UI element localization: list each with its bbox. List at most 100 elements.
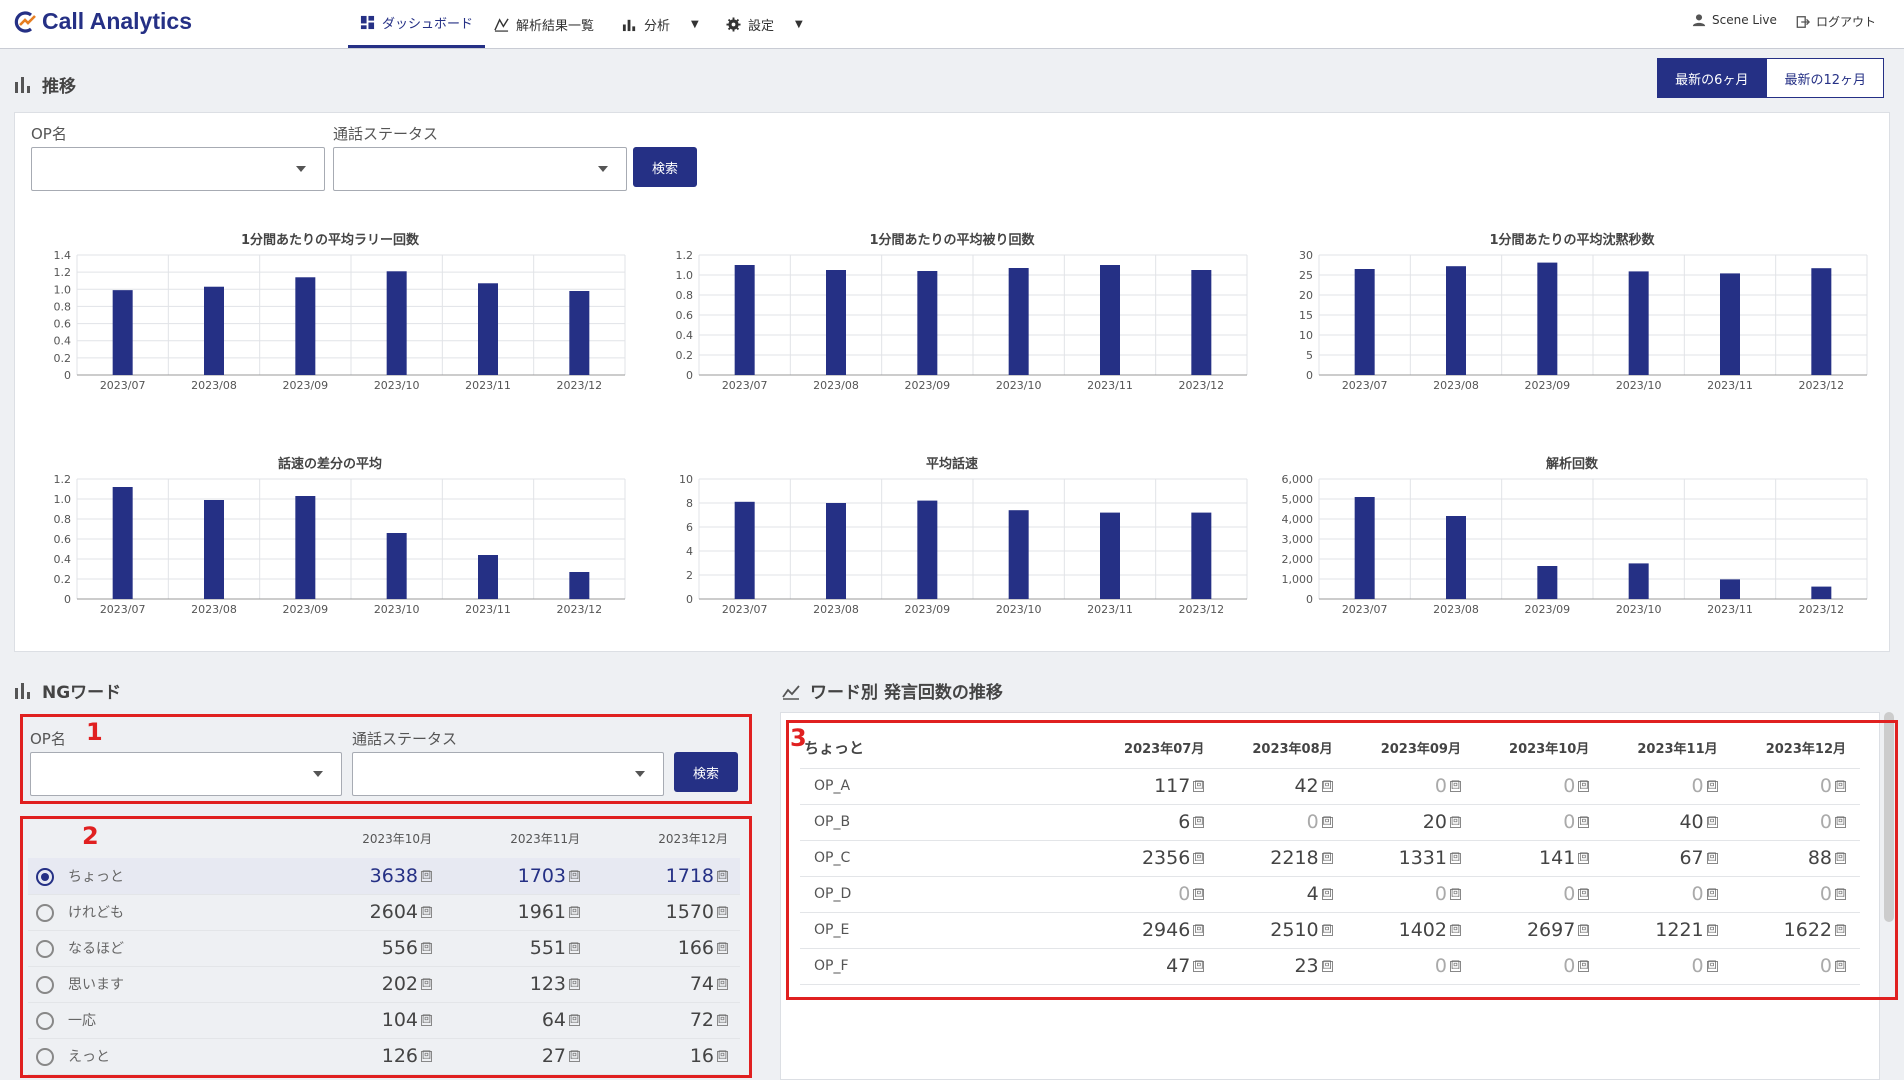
op-name-select[interactable] <box>31 147 325 191</box>
bar <box>1720 579 1740 599</box>
ng-search-button[interactable]: 検索 <box>674 752 738 792</box>
ng-word-row[interactable]: えっと 126 回 27 回 16 回 <box>28 1038 740 1075</box>
nav-analysis[interactable]: 分析 ▼ <box>622 0 699 48</box>
nav-results[interactable]: 解析結果一覧 <box>494 0 594 48</box>
y-tick-label: 0.2 <box>676 349 694 362</box>
x-tick-label: 2023/10 <box>996 379 1042 392</box>
count-unit: 回 <box>421 870 432 882</box>
y-tick-label: 2 <box>686 569 693 582</box>
word-trend-count-cell: 1221 回 <box>1603 912 1732 949</box>
call-status-select[interactable] <box>333 147 627 191</box>
ng-word-radio[interactable] <box>36 867 54 886</box>
ng-call-status-label: 通話ステータス <box>352 730 458 748</box>
ng-count-value: 123 <box>529 973 566 995</box>
chevron-down-icon: ▼ <box>691 18 699 30</box>
x-tick-label: 2023/12 <box>556 603 602 616</box>
dropdown-arrow-icon <box>598 166 608 172</box>
trend-search-button[interactable]: 検索 <box>633 147 697 187</box>
word-trend-count-value: 67 <box>1679 847 1704 869</box>
logout-link[interactable]: ログアウト <box>1796 13 1876 30</box>
word-trend-count-cell: 20 回 <box>1346 804 1475 841</box>
latest-12-months-button[interactable]: 最新の12ヶ月 <box>1766 58 1884 98</box>
bar <box>204 500 224 599</box>
bar-chart-icon <box>622 19 636 31</box>
word-trend-header-month: 2023年12月 <box>1731 728 1860 769</box>
ng-word-row[interactable]: けれども 2604 回 1961 回 1570 回 <box>28 894 740 931</box>
chart-title: 平均話速 <box>925 457 978 472</box>
count-unit: 回 <box>1706 925 1718 936</box>
ng-word-radio[interactable] <box>36 1012 54 1030</box>
chart-title: 解析回数 <box>1545 457 1598 472</box>
word-trend-count-value: 141 <box>1539 847 1576 869</box>
ng-word-row[interactable]: 一応 104 回 64 回 72 回 <box>28 1002 740 1039</box>
word-trend-count-value: 0 <box>1563 775 1576 797</box>
ng-word-radio[interactable] <box>36 1048 54 1066</box>
y-tick-label: 0.6 <box>54 533 72 546</box>
ng-word-radio[interactable] <box>36 976 54 994</box>
gear-icon <box>726 16 741 32</box>
x-tick-label: 2023/11 <box>1087 379 1133 392</box>
ng-count-cell: 556 回 <box>296 930 444 967</box>
count-unit: 回 <box>1193 961 1205 972</box>
ng-word-cell[interactable]: 思います <box>28 966 296 1003</box>
word-trend-header-month: 2023年07月 <box>1090 728 1219 769</box>
count-unit: 回 <box>1578 925 1590 936</box>
word-trend-scrollbar[interactable] <box>1884 712 1894 922</box>
bar <box>1628 563 1649 599</box>
y-tick-label: 0.4 <box>54 553 72 566</box>
nav-settings[interactable]: 設定 ▼ <box>726 0 803 48</box>
word-trend-header-month: 2023年08月 <box>1218 728 1347 769</box>
user-menu[interactable]: Scene Live <box>1692 13 1777 27</box>
count-unit: 回 <box>1321 889 1333 900</box>
ng-word-cell[interactable]: けれども <box>28 894 296 931</box>
annotation-number-1: 1 <box>86 718 103 746</box>
ng-count-cell: 123 回 <box>444 966 592 1003</box>
word-trend-row: OP_E 2946 回 2510 回 1402 回 2697 回 1221 回 1622 回 <box>800 912 1860 949</box>
ng-word-row[interactable]: ちょっと 3638 回 1703 回 1718 回 <box>28 858 740 895</box>
ng-word-radio[interactable] <box>36 904 54 922</box>
x-tick-label: 2023/12 <box>1178 379 1224 392</box>
operator-name: OP_A <box>800 768 1090 805</box>
ng-word-cell[interactable]: 一応 <box>28 1002 296 1039</box>
bar <box>826 503 846 599</box>
chart-rally: 1分間あたりの平均ラリー回数 0 0.2 0.4 0.6 0.8 1.0 1.2 1.4 202… <box>25 229 635 409</box>
x-tick-label: 2023/09 <box>282 603 328 616</box>
nav-dashboard[interactable]: ダッシュボード <box>348 0 486 48</box>
word-trend-count-cell: 67 回 <box>1603 840 1732 877</box>
ng-count-value: 202 <box>381 973 418 995</box>
latest-6-months-button[interactable]: 最新の6ヶ月 <box>1657 58 1767 98</box>
y-tick-label: 4,000 <box>1282 513 1314 526</box>
bar <box>1811 268 1832 375</box>
ng-word-cell[interactable]: なるほど <box>28 930 296 967</box>
ng-word-row[interactable]: 思います 202 回 123 回 74 回 <box>28 966 740 1003</box>
x-tick-label: 2023/08 <box>813 379 859 392</box>
ng-word-row[interactable]: なるほど 556 回 551 回 166 回 <box>28 930 740 967</box>
word-trend-count-value: 23 <box>1294 955 1319 977</box>
ng-word-radio[interactable] <box>36 940 54 958</box>
annotation-box-3 <box>786 720 1898 1000</box>
bar <box>295 277 316 375</box>
ng-word-cell[interactable]: えっと <box>28 1038 296 1075</box>
ng-count-cell: 1570 回 <box>592 894 740 931</box>
ng-call-status-select[interactable] <box>352 752 664 796</box>
count-unit: 回 <box>1321 961 1333 972</box>
chart-title: 話速の差分の平均 <box>277 457 382 472</box>
y-tick-label: 0.8 <box>54 300 72 313</box>
operator-name: OP_B <box>800 804 1090 841</box>
count-unit: 回 <box>1321 781 1333 792</box>
y-tick-label: 0.8 <box>676 289 694 302</box>
results-icon <box>494 17 509 32</box>
chart-title: 1分間あたりの平均被り回数 <box>869 233 1035 248</box>
x-tick-label: 2023/12 <box>1178 603 1224 616</box>
word-trend-count-cell: 2946 回 <box>1090 912 1219 949</box>
y-tick-label: 0.6 <box>676 309 694 322</box>
word-trend-section-title: ワード別 発言回数の推移 <box>782 678 1003 703</box>
word-trend-count-value: 0 <box>1434 883 1447 905</box>
app-logo[interactable]: Call Analytics <box>14 8 192 35</box>
ng-word-cell[interactable]: ちょっと <box>28 858 296 895</box>
ng-op-name-select[interactable] <box>30 752 342 796</box>
count-unit: 回 <box>1706 853 1718 864</box>
